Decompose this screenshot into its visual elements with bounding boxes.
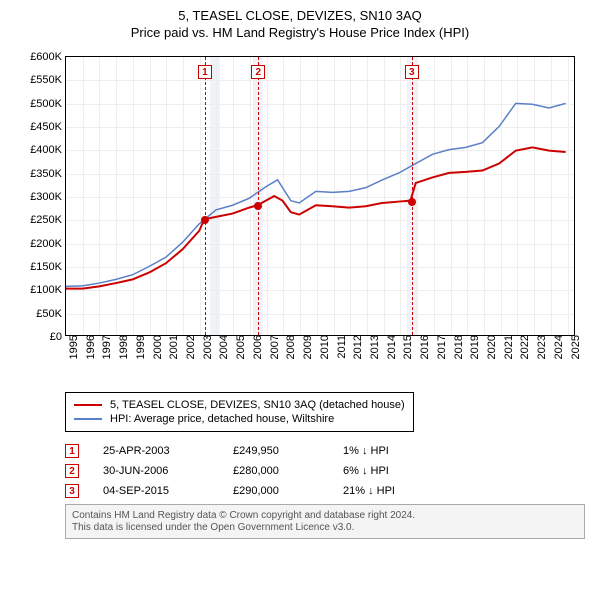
- legend-swatch: [74, 404, 102, 406]
- sales-price: £290,000: [233, 485, 343, 497]
- sales-price: £249,950: [233, 445, 343, 457]
- sales-row: 3 04-SEP-2015£290,00021% ↓ HPI: [65, 484, 585, 498]
- x-axis-label: 2004: [212, 335, 230, 359]
- sales-date: 25-APR-2003: [103, 445, 233, 457]
- chart-area: £0 £50K £100K £150K £200K £250K £300K £350K £400…: [15, 46, 585, 386]
- legend: 5, TEASEL CLOSE, DEVIZES, SN10 3AQ (deta…: [65, 392, 414, 432]
- y-axis-label: £0: [18, 331, 66, 343]
- sale-marker-badge: 3: [405, 65, 419, 79]
- sales-hpi-delta: 21% ↓ HPI: [343, 485, 395, 497]
- x-axis-label: 2000: [146, 335, 164, 359]
- plot-area: £0£50K£100K£150K£200K£250K£300K£350K£400…: [65, 56, 575, 336]
- x-axis-label: 2009: [296, 335, 314, 359]
- legend-swatch: [74, 418, 102, 420]
- x-axis-label: 2020: [480, 335, 498, 359]
- sales-date: 04-SEP-2015: [103, 485, 233, 497]
- y-axis-label: £300K: [18, 191, 66, 203]
- y-axis-label: £500K: [18, 98, 66, 110]
- sales-table: 1 25-APR-2003£249,9501% ↓ HPI 2 30-JUN-2006…: [65, 444, 585, 498]
- y-axis-label: £350K: [18, 168, 66, 180]
- sales-hpi-delta: 6% ↓ HPI: [343, 465, 389, 477]
- sale-marker-line: [205, 57, 206, 335]
- x-axis-label: 2013: [363, 335, 381, 359]
- x-axis-label: 2010: [313, 335, 331, 359]
- title-address: 5, TEASEL CLOSE, DEVIZES, SN10 3AQ: [0, 8, 600, 23]
- x-axis-label: 1995: [62, 335, 80, 359]
- y-axis-label: £600K: [18, 51, 66, 63]
- footer-attribution: Contains HM Land Registry data © Crown c…: [65, 504, 585, 539]
- x-axis-label: 2018: [447, 335, 465, 359]
- x-axis-label: 2014: [380, 335, 398, 359]
- x-axis-label: 2012: [346, 335, 364, 359]
- sales-idx-badge: 2: [65, 464, 79, 478]
- sale-marker-badge: 2: [251, 65, 265, 79]
- legend-label: 5, TEASEL CLOSE, DEVIZES, SN10 3AQ (deta…: [110, 399, 405, 411]
- legend-item: 5, TEASEL CLOSE, DEVIZES, SN10 3AQ (deta…: [74, 399, 405, 411]
- x-axis-label: 2007: [263, 335, 281, 359]
- legend-label: HPI: Average price, detached house, Wilt…: [110, 413, 334, 425]
- x-axis-label: 2025: [564, 335, 582, 359]
- x-axis-label: 1998: [112, 335, 130, 359]
- y-axis-label: £150K: [18, 261, 66, 273]
- x-axis-label: 2024: [547, 335, 565, 359]
- x-axis-label: 1999: [129, 335, 147, 359]
- sales-idx-badge: 3: [65, 484, 79, 498]
- x-axis-label: 2017: [430, 335, 448, 359]
- sale-marker-badge: 1: [198, 65, 212, 79]
- x-axis-label: 2001: [162, 335, 180, 359]
- y-axis-label: £450K: [18, 121, 66, 133]
- sales-price: £280,000: [233, 465, 343, 477]
- line-chart-svg: [66, 57, 574, 335]
- y-axis-label: £250K: [18, 214, 66, 226]
- x-axis-label: 2011: [330, 335, 348, 359]
- x-axis-label: 1997: [95, 335, 113, 359]
- y-axis-label: £550K: [18, 74, 66, 86]
- sales-hpi-delta: 1% ↓ HPI: [343, 445, 389, 457]
- sales-row: 1 25-APR-2003£249,9501% ↓ HPI: [65, 444, 585, 458]
- series-property: [66, 147, 566, 288]
- y-axis-label: £200K: [18, 238, 66, 250]
- x-axis-label: 2023: [530, 335, 548, 359]
- x-axis-label: 2005: [229, 335, 247, 359]
- sale-dot: [201, 216, 209, 224]
- chart-container: 5, TEASEL CLOSE, DEVIZES, SN10 3AQ Price…: [0, 0, 600, 539]
- x-axis-label: 2019: [463, 335, 481, 359]
- x-axis-label: 2022: [513, 335, 531, 359]
- sales-date: 30-JUN-2006: [103, 465, 233, 477]
- sales-idx-badge: 1: [65, 444, 79, 458]
- y-axis-label: £50K: [18, 308, 66, 320]
- footer-line-1: Contains HM Land Registry data © Crown c…: [72, 510, 578, 521]
- legend-item: HPI: Average price, detached house, Wilt…: [74, 413, 405, 425]
- y-axis-label: £100K: [18, 284, 66, 296]
- sale-dot: [254, 202, 262, 210]
- title-block: 5, TEASEL CLOSE, DEVIZES, SN10 3AQ Price…: [0, 0, 600, 46]
- title-subtitle: Price paid vs. HM Land Registry's House …: [0, 25, 600, 40]
- sale-marker-line: [412, 57, 413, 335]
- sales-row: 2 30-JUN-2006£280,0006% ↓ HPI: [65, 464, 585, 478]
- sale-dot: [408, 198, 416, 206]
- x-axis-label: 2016: [413, 335, 431, 359]
- footer-line-2: This data is licensed under the Open Gov…: [72, 522, 578, 533]
- sale-marker-line: [258, 57, 259, 335]
- y-axis-label: £400K: [18, 144, 66, 156]
- x-axis-label: 2006: [246, 335, 264, 359]
- series-hpi: [66, 103, 566, 286]
- x-axis-label: 2015: [396, 335, 414, 359]
- x-axis-label: 2008: [279, 335, 297, 359]
- x-axis-label: 2002: [179, 335, 197, 359]
